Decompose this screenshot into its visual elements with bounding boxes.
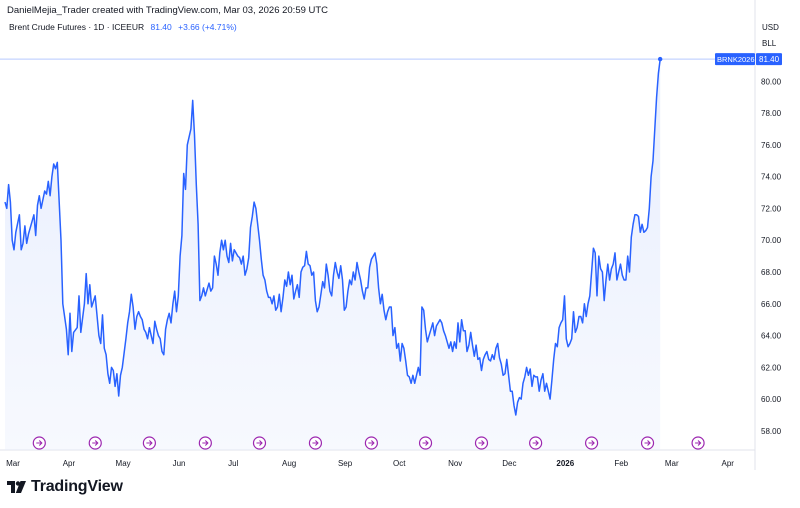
event-marker-arrow [312, 440, 319, 446]
event-marker-arrow [368, 440, 375, 446]
x-tick-label: Sep [338, 459, 353, 468]
event-marker-arrow [644, 440, 651, 446]
event-marker-arrow [478, 440, 485, 446]
symbol-tag [715, 53, 755, 66]
event-marker-arrow [202, 440, 209, 446]
footer: TradingView [7, 478, 123, 496]
tradingview-logo-icon [7, 481, 26, 493]
y-tick-label: 78.00 [761, 109, 782, 118]
x-tick-label: Mar [6, 459, 20, 468]
x-tick-label: Dec [502, 459, 516, 468]
event-marker-arrow [36, 440, 43, 446]
event-marker-arrow [588, 440, 595, 446]
x-tick-label: Apr [63, 459, 76, 468]
y-tick-label: 76.00 [761, 141, 782, 150]
publisher-line: DanielMejia_Trader created with TradingV… [7, 5, 329, 16]
y-tick-label: 70.00 [761, 236, 782, 245]
y-tick-label: 60.00 [761, 395, 782, 404]
x-tick-label: Jul [228, 459, 238, 468]
y-tick-label: 62.00 [761, 363, 782, 372]
x-tick-label: Mar [665, 459, 679, 468]
event-marker-arrow [92, 440, 99, 446]
event-marker-arrow [146, 440, 153, 446]
x-tick-label: Oct [393, 459, 406, 468]
x-tick-label: Aug [282, 459, 296, 468]
price-line[interactable] [4, 59, 661, 416]
last-price: 81.40 [150, 22, 172, 32]
x-tick-label: May [116, 459, 131, 468]
brand-name: TradingView [31, 478, 123, 495]
y-tick-label: 64.00 [761, 332, 782, 341]
event-marker-arrow [422, 440, 429, 446]
y-tick-label: 72.00 [761, 204, 782, 213]
event-marker-arrow [256, 440, 263, 446]
y-tick-label: 58.00 [761, 427, 782, 436]
price-area-fill [5, 59, 661, 450]
last-price-point [657, 56, 663, 62]
x-tick-label: 2026 [556, 459, 574, 468]
price-tag [756, 53, 782, 66]
price-chart[interactable]: 58.00 60.00 62.00 64.00 66.00 68.00 70.00 72.00… [0, 0, 800, 470]
y-tick-label: 80.00 [761, 77, 782, 86]
x-tick-label: Feb [614, 459, 628, 468]
x-tick-label: Jun [173, 459, 186, 468]
y-tick-label: 74.00 [761, 173, 782, 182]
currency-unit: USD [762, 23, 779, 32]
price-change: +3.66 (+4.71%) [178, 22, 237, 32]
y-tick-label: 68.00 [761, 268, 782, 277]
y-tick-label: 66.00 [761, 300, 782, 309]
price-tag-label: 81.40 [759, 55, 780, 64]
measure-unit: BLL [762, 39, 777, 48]
event-marker-arrow [695, 440, 702, 446]
x-tick-label: Nov [448, 459, 462, 468]
event-marker-arrow [532, 440, 539, 446]
symbol-tag-label: BRNK2026 [717, 55, 755, 64]
x-tick-label: Apr [722, 459, 735, 468]
symbol-title: Brent Crude Futures · 1D · ICEEUR [9, 22, 145, 32]
symbol-legend: Brent Crude Futures · 1D · ICEEUR 81.40 … [9, 22, 237, 32]
